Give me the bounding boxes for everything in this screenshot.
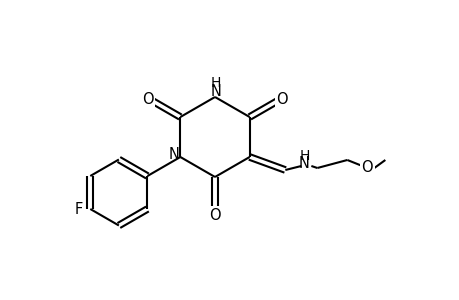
Text: O: O [276,92,287,107]
Text: N: N [298,157,309,172]
Text: O: O [209,208,220,223]
Text: O: O [142,92,153,107]
Text: H: H [298,149,309,163]
Text: H: H [210,76,221,90]
Text: N: N [210,83,221,98]
Text: N: N [168,146,179,161]
Text: F: F [74,202,82,217]
Text: O: O [361,160,372,175]
